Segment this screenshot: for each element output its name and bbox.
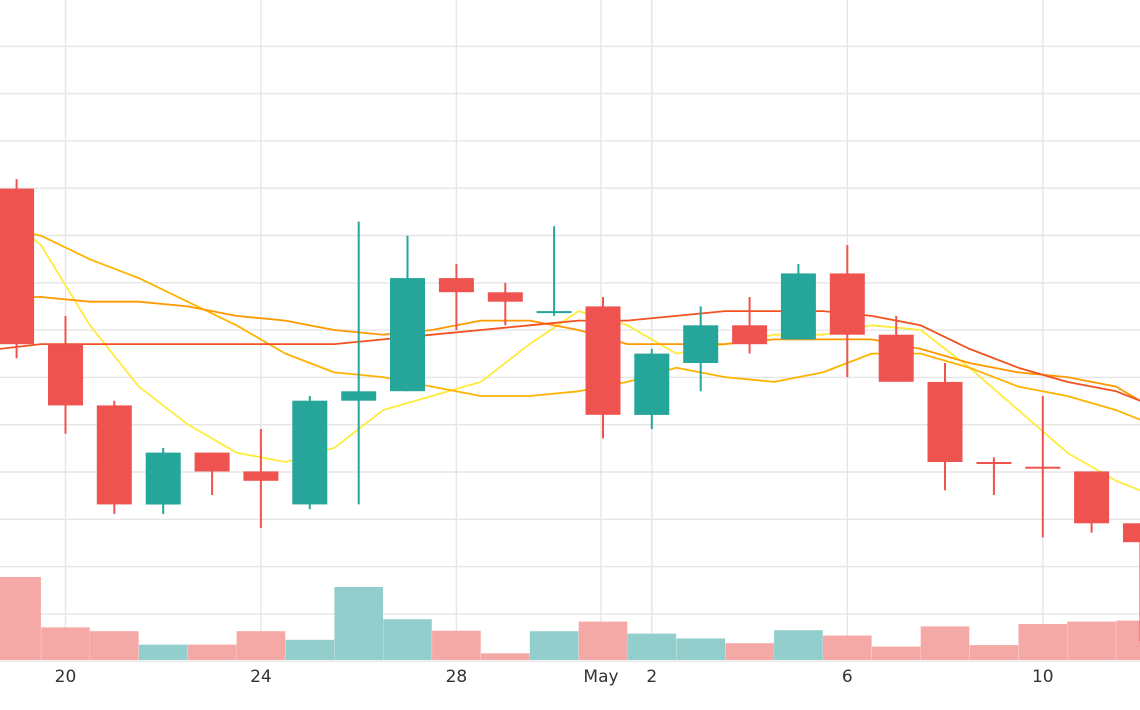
x-tick-label: 20 (55, 667, 77, 687)
candlestick (976, 457, 1012, 495)
volume-bar (187, 644, 237, 660)
candle-body (1074, 471, 1110, 524)
candle-body (683, 325, 719, 363)
volume-bar (285, 639, 335, 660)
candle-body (1123, 523, 1140, 543)
candlestick (536, 226, 572, 316)
volume-bar (1018, 624, 1068, 660)
x-tick-label: 10 (1032, 667, 1054, 687)
moving-average-line (0, 211, 1140, 492)
volume-bar (432, 630, 481, 660)
candlestick (634, 348, 670, 429)
candlestick (145, 447, 181, 514)
candlestick (1074, 471, 1110, 533)
candle-body (585, 306, 621, 415)
volume-bar (0, 577, 41, 660)
x-axis-tick-labels: 20 24 28 May 2 6 10 (55, 667, 1054, 687)
candlestick (878, 315, 914, 382)
volume-bar (969, 645, 1019, 660)
candle-body (438, 278, 474, 293)
candle-body (292, 400, 328, 505)
candle-body (780, 273, 816, 340)
volume-bar (383, 619, 432, 660)
candlestick (292, 396, 328, 510)
candle-body (0, 188, 35, 345)
x-tick-label: May (583, 667, 618, 687)
x-tick-label: 6 (842, 667, 853, 687)
volume-bar (725, 643, 774, 660)
candlestick (732, 297, 768, 354)
moving-average-lines (0, 211, 1140, 492)
volume-bar (920, 626, 970, 660)
volume-bar (627, 633, 677, 660)
volume-bar (334, 587, 383, 660)
volume-bar (823, 635, 872, 660)
volume-bar (236, 631, 286, 660)
volume-bar (1067, 621, 1116, 660)
candlestick (829, 245, 865, 378)
candle-body (341, 391, 377, 401)
candlestick (390, 235, 425, 392)
candle-body (145, 452, 181, 505)
candle-body (976, 462, 1012, 464)
volume-bar (774, 630, 823, 660)
candle-body (536, 311, 572, 314)
candle-body (878, 334, 914, 382)
candlesticks (0, 179, 1140, 642)
x-tick-label: 2 (646, 667, 657, 687)
candle-body (96, 405, 132, 505)
volume-bar (90, 631, 139, 660)
candlestick (0, 179, 35, 359)
volume-bar (41, 627, 90, 660)
candle-body (194, 452, 230, 472)
candle-body (732, 325, 768, 345)
candlestick (585, 297, 621, 439)
candlestick (683, 306, 719, 392)
volume-bar (529, 631, 579, 660)
candlestick (927, 363, 963, 491)
candle-body (243, 471, 279, 481)
x-tick-label: 28 (446, 667, 468, 687)
candle-body (829, 273, 865, 335)
moving-average-line (0, 225, 1140, 421)
volume-bar (676, 638, 725, 660)
candlestick (48, 315, 83, 434)
candlestick (1123, 523, 1140, 642)
volume-bars (0, 577, 1140, 660)
candle-body (634, 353, 670, 415)
candlestick (243, 429, 279, 528)
candlestick (194, 452, 230, 495)
candlestick (341, 221, 377, 505)
candle-body (390, 278, 425, 392)
candlestick (438, 264, 474, 330)
candle-body (1025, 466, 1061, 469)
candlestick (780, 264, 816, 340)
moving-average-line (0, 310, 1140, 402)
volume-bar (481, 653, 530, 660)
volume-bar (1116, 620, 1140, 660)
moving-average-line (0, 296, 1140, 402)
volume-bar (871, 646, 921, 660)
volume-bar (138, 644, 188, 660)
candlestick (1025, 396, 1061, 538)
candlestick (487, 282, 523, 326)
candle-body (927, 381, 963, 462)
volume-bar (578, 621, 628, 660)
candle-body (487, 292, 523, 302)
candle-body (48, 344, 83, 406)
gridlines (0, 0, 1140, 662)
candlestick (96, 400, 132, 514)
x-tick-label: 24 (250, 667, 272, 687)
